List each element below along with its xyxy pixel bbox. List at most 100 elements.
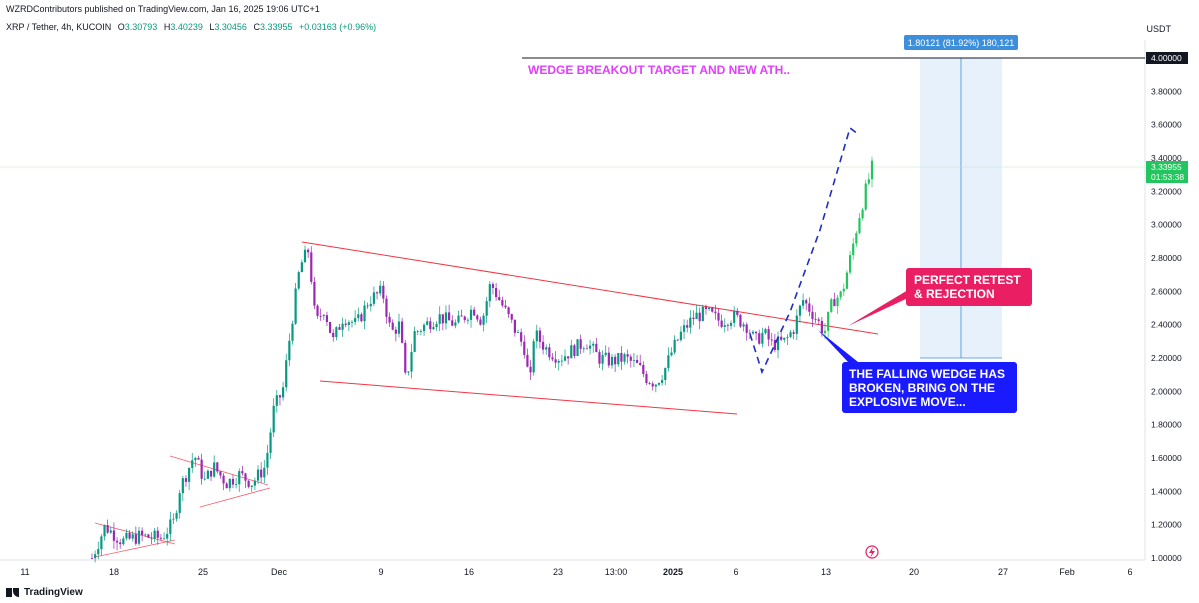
candle-body: [560, 360, 563, 362]
candle-body: [197, 457, 200, 460]
candle-body: [354, 318, 357, 323]
open-value: 3.30793: [124, 22, 158, 32]
candle-body: [260, 469, 263, 478]
candle-body: [761, 333, 764, 344]
candle-body: [585, 348, 589, 350]
candle-body: [344, 323, 347, 325]
candle-body: [817, 319, 820, 321]
candle-body: [435, 323, 438, 328]
y-tick-label: 3.80000: [1151, 86, 1182, 96]
candle-body: [620, 352, 623, 362]
candle-body: [325, 315, 329, 323]
candle-body: [100, 536, 103, 550]
candle-body: [216, 462, 219, 472]
candle-body: [545, 347, 548, 350]
low-value: 3.30456: [214, 22, 247, 32]
triangle-upper[interactable]: [169, 455, 269, 486]
candle-body: [689, 317, 692, 328]
candle-body: [454, 322, 457, 326]
candle-body: [460, 315, 463, 317]
candle-body: [357, 314, 360, 319]
y-tick-label: 2.40000: [1151, 320, 1182, 330]
candle-body: [714, 311, 717, 313]
low-label: L: [209, 22, 215, 32]
lightning-icon[interactable]: [865, 545, 879, 559]
candle-body: [557, 360, 560, 363]
candle-body: [206, 470, 210, 479]
candle-body: [350, 322, 354, 323]
candle-body: [573, 345, 576, 356]
x-tick-label: 20: [909, 567, 919, 577]
candle-body: [576, 339, 579, 356]
pink-annotation[interactable]: PERFECT RETEST & REJECTION: [848, 268, 1032, 326]
candle-body: [695, 312, 698, 320]
y-tick-label: 1.40000: [1151, 486, 1182, 496]
candle-body: [288, 340, 291, 361]
candle-body: [178, 493, 181, 513]
candle-body: [310, 252, 313, 282]
candle-body: [808, 303, 811, 312]
x-tick-label: 23: [553, 567, 563, 577]
candle-body: [507, 307, 510, 315]
candle-body: [119, 542, 122, 545]
candle-body: [617, 352, 620, 365]
projection-path[interactable]: [749, 126, 859, 375]
candle-body: [686, 325, 689, 328]
y-axis-ticks: 1.00000 1.20000 1.40000 1.60000 1.80000 2.000…: [1151, 86, 1182, 563]
candle-body: [805, 300, 808, 304]
tradingview-logo[interactable]: TradingView: [6, 587, 83, 598]
candle-body: [413, 331, 416, 352]
candle-body: [635, 359, 639, 363]
candle-body: [300, 262, 303, 273]
x-tick-label: 25: [198, 567, 208, 577]
candle-body: [783, 337, 786, 340]
wedge-lines[interactable]: [94, 241, 879, 558]
candle-body: [476, 315, 479, 320]
candle-body: [488, 284, 491, 302]
candle-body: [269, 432, 272, 453]
candle-body: [244, 473, 247, 481]
candle-body: [228, 478, 231, 489]
candle-body: [704, 306, 708, 310]
candle-body: [141, 530, 144, 535]
candle-body: [103, 525, 106, 537]
close-value: 3.33955: [259, 22, 293, 32]
wedge-upper-line[interactable]: [301, 241, 879, 335]
candle-body: [90, 558, 94, 559]
candle-body: [382, 285, 385, 299]
candle-body: [548, 347, 551, 358]
candle-body: [263, 467, 266, 478]
candle-body: [592, 343, 595, 346]
symbol-label[interactable]: XRP / Tether, 4h, KUCOIN: [6, 22, 112, 32]
blue-box-line1: THE FALLING WEDGE HAS: [849, 367, 1005, 381]
triangle-lower[interactable]: [199, 487, 271, 508]
candle-body: [150, 537, 153, 539]
open-label: O: [117, 22, 125, 32]
candle-body: [726, 325, 730, 326]
candle-body: [679, 331, 683, 341]
candle-body: [426, 321, 429, 325]
y-tick-label: 2.00000: [1151, 386, 1182, 396]
candle-body: [144, 534, 147, 536]
candle-body: [504, 305, 507, 308]
candle-body: [632, 359, 636, 361]
pink-box-line1: PERFECT RETEST: [914, 273, 1021, 287]
candle-body: [563, 356, 567, 361]
y-tick-label: 2.60000: [1151, 286, 1182, 296]
candle-body: [297, 272, 300, 289]
blue-annotation[interactable]: THE FALLING WEDGE HAS BROKEN, BRING ON T…: [818, 330, 1017, 413]
candle-body: [231, 478, 235, 485]
small-wedge-lower[interactable]: [94, 539, 176, 558]
countdown-text: 01:53:38: [1151, 172, 1184, 182]
candle-body: [203, 478, 206, 480]
candle-body: [510, 314, 513, 320]
candle-body: [322, 315, 325, 317]
publisher-line: WZRDContributors published on TradingVie…: [6, 4, 320, 14]
candle-body: [494, 287, 498, 298]
candle-body: [839, 291, 842, 298]
wedge-lower-line[interactable]: [319, 380, 738, 415]
candle-body: [388, 316, 391, 323]
candle-body: [115, 540, 119, 543]
candle-body: [833, 299, 836, 307]
